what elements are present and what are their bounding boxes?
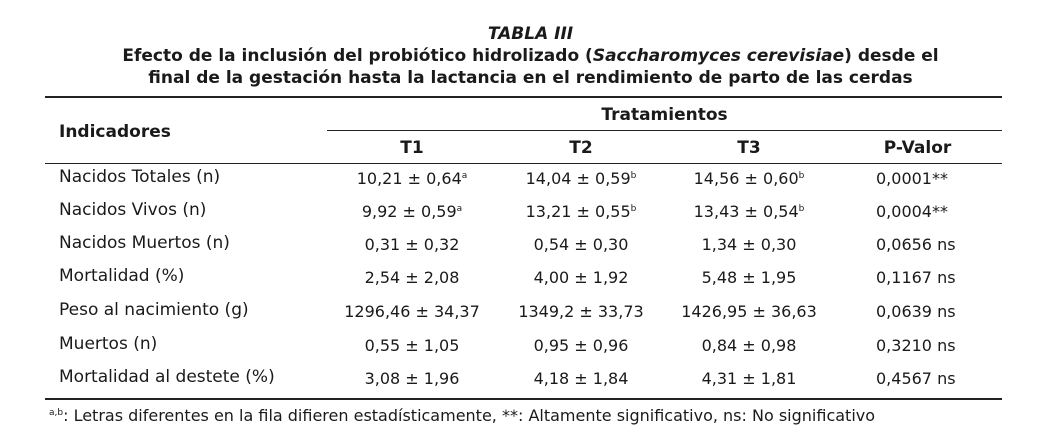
cell-t1: 3,08 ± 1,96 (327, 368, 497, 390)
cell-value: 0,55 ± 1,05 (364, 336, 460, 355)
cell-value: 4,18 ± 1,84 (533, 369, 629, 388)
cell-t1: 0,55 ± 1,05 (327, 335, 497, 357)
cell-value: 10,21 ± 0,64 (356, 169, 462, 188)
header-t1: T1 (400, 138, 424, 158)
cell-p-valor: 0,0656 ns (876, 235, 956, 254)
table-title-line-2: final de la gestación hasta la lactancia… (148, 68, 913, 88)
cell-p-valor: 0,3210 ns (876, 336, 956, 355)
title-text-post: ) desde el (844, 46, 939, 66)
cell-t2: 0,54 ± 0,30 (497, 234, 665, 256)
cell-t1: 2,54 ± 2,08 (327, 267, 497, 289)
cell-value: 2,54 ± 2,08 (364, 268, 460, 287)
significance-letter: b (630, 204, 637, 214)
cell-value: 1,34 ± 0,30 (701, 235, 797, 254)
cell-value: 1349,2 ± 33,73 (518, 302, 644, 321)
header-t3: T3 (737, 138, 761, 158)
table-bottom-rule (45, 398, 1002, 400)
cell-t1: 10,21 ± 0,64a (327, 168, 497, 190)
row-indicador: Peso al nacimiento (g) (59, 300, 249, 320)
cell-t3: 1,34 ± 0,30 (665, 234, 833, 256)
cell-t3: 0,84 ± 0,98 (665, 335, 833, 357)
cell-t1: 1296,46 ± 34,37 (327, 301, 497, 323)
header-tratamientos: Tratamientos (601, 105, 728, 125)
cell-t2: 4,00 ± 1,92 (497, 267, 665, 289)
title-species-name: Saccharomyces cerevisiae (592, 46, 845, 66)
cell-p-valor: 0,0639 ns (876, 302, 956, 321)
cell-t2: 14,04 ± 0,59b (497, 168, 665, 190)
significance-letter: b (630, 171, 637, 181)
cell-value: 14,56 ± 0,60 (693, 169, 799, 188)
cell-t2: 4,18 ± 1,84 (497, 368, 665, 390)
row-indicador: Nacidos Muertos (n) (59, 233, 230, 253)
cell-value: 1296,46 ± 34,37 (344, 302, 480, 321)
cell-value: 0,84 ± 0,98 (701, 336, 797, 355)
cell-p-valor: 0,0004** (876, 202, 948, 221)
header-rule (45, 163, 1002, 164)
cell-value: 3,08 ± 1,96 (364, 369, 460, 388)
cell-value: 0,31 ± 0,32 (364, 235, 460, 254)
cell-t1: 0,31 ± 0,32 (327, 234, 497, 256)
cell-value: 14,04 ± 0,59 (525, 169, 631, 188)
cell-t3: 5,48 ± 1,95 (665, 267, 833, 289)
cell-value: 4,31 ± 1,81 (701, 369, 797, 388)
header-t2: T2 (569, 138, 593, 158)
row-indicador: Mortalidad al destete (%) (59, 367, 275, 387)
treatments-underline (327, 130, 1002, 131)
cell-t2: 0,95 ± 0,96 (497, 335, 665, 357)
table-label: TABLA III (487, 24, 574, 44)
significance-letter: b (798, 171, 805, 181)
significance-letter: a (456, 204, 463, 214)
cell-value: 0,95 ± 0,96 (533, 336, 629, 355)
row-indicador: Mortalidad (%) (59, 266, 185, 286)
cell-value: 9,92 ± 0,59 (361, 202, 457, 221)
significance-letter: a (461, 171, 468, 181)
cell-p-valor: 0,1167 ns (876, 268, 956, 287)
cell-value: 13,43 ± 0,54 (693, 202, 799, 221)
table-top-rule (45, 96, 1002, 98)
cell-t3: 1426,95 ± 36,63 (665, 301, 833, 323)
significance-letter: b (798, 204, 805, 214)
cell-value: 5,48 ± 1,95 (701, 268, 797, 287)
cell-t3: 14,56 ± 0,60b (665, 168, 833, 190)
table-footnote: a,b: Letras diferentes en la fila difier… (49, 405, 875, 427)
row-indicador: Nacidos Totales (n) (59, 167, 221, 187)
cell-value: 0,54 ± 0,30 (533, 235, 629, 254)
header-indicadores: Indicadores (59, 122, 171, 142)
footnote-superscript: a,b (49, 408, 64, 418)
footnote-text: : Letras diferentes en la fila difieren … (63, 406, 876, 425)
cell-t2: 1349,2 ± 33,73 (497, 301, 665, 323)
cell-value: 4,00 ± 1,92 (533, 268, 629, 287)
cell-value: 13,21 ± 0,55 (525, 202, 631, 221)
cell-t2: 13,21 ± 0,55b (497, 201, 665, 223)
row-indicador: Nacidos Vivos (n) (59, 200, 207, 220)
cell-value: 1426,95 ± 36,63 (681, 302, 817, 321)
table-title-line-1: Efecto de la inclusión del probiótico hi… (0, 46, 1061, 67)
title-text-pre: Efecto de la inclusión del probiótico hi… (122, 46, 593, 66)
cell-t3: 4,31 ± 1,81 (665, 368, 833, 390)
row-indicador: Muertos (n) (59, 334, 158, 354)
cell-p-valor: 0,4567 ns (876, 369, 956, 388)
cell-p-valor: 0,0001** (876, 169, 948, 188)
cell-t3: 13,43 ± 0,54b (665, 201, 833, 223)
header-p-valor: P-Valor (883, 138, 952, 158)
cell-t1: 9,92 ± 0,59a (327, 201, 497, 223)
